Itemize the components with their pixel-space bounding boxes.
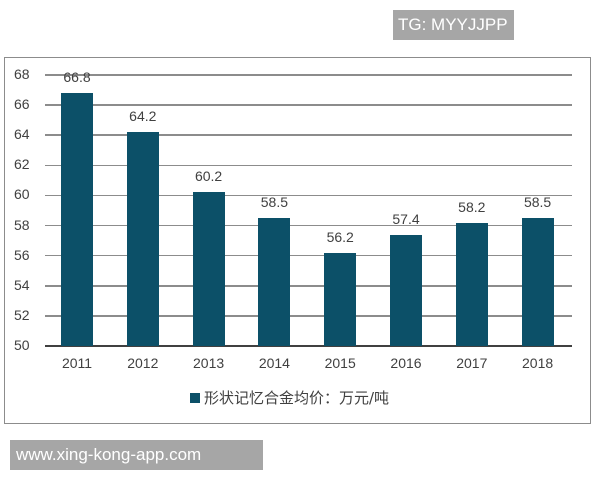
gridline bbox=[45, 224, 572, 227]
y-tick-label: 58 bbox=[14, 216, 30, 233]
value-label: 56.2 bbox=[326, 228, 354, 245]
gridline bbox=[45, 254, 572, 257]
gridline bbox=[45, 104, 572, 106]
x-tick-label: 2011 bbox=[61, 355, 93, 371]
bar-2015 bbox=[324, 252, 357, 346]
value-label: 57.4 bbox=[392, 210, 420, 227]
x-tick-label: 2015 bbox=[324, 355, 356, 371]
y-tick-label: 52 bbox=[14, 306, 30, 323]
x-tick-label: 2017 bbox=[456, 355, 488, 371]
value-label: 60.2 bbox=[194, 168, 223, 185]
y-tick-label: 54 bbox=[14, 276, 30, 293]
legend-label: 形状记忆合金均价：万元/吨 bbox=[204, 389, 390, 407]
legend-swatch-icon bbox=[190, 392, 200, 403]
y-tick-label: 60 bbox=[14, 186, 30, 203]
bar-2013 bbox=[192, 192, 225, 346]
gridline bbox=[45, 164, 572, 167]
y-tick-label: 50 bbox=[14, 337, 30, 353]
gridline bbox=[45, 194, 572, 197]
x-tick-label: 2012 bbox=[127, 355, 159, 371]
x-tick-label: 2014 bbox=[258, 355, 290, 371]
value-label: 64.2 bbox=[129, 108, 157, 125]
value-label: 66.8 bbox=[63, 69, 91, 86]
gridline bbox=[45, 285, 572, 287]
value-label: 58.5 bbox=[260, 194, 289, 211]
bar-2016 bbox=[390, 234, 422, 346]
bar-2014 bbox=[258, 218, 291, 346]
y-tick-label: 66 bbox=[14, 96, 30, 113]
bar-2011 bbox=[61, 93, 93, 346]
x-tick-label: 2013 bbox=[193, 355, 225, 371]
bar-2012 bbox=[126, 132, 159, 346]
chart-legend: 形状记忆合金均价：万元/吨 bbox=[190, 387, 389, 408]
x-tick-label: 2018 bbox=[522, 355, 554, 371]
value-label: 58.5 bbox=[523, 194, 552, 211]
y-tick-label: 62 bbox=[14, 156, 30, 173]
bar-2018 bbox=[521, 218, 554, 346]
y-tick-label: 68 bbox=[14, 66, 30, 82]
x-tick-label: 2016 bbox=[390, 355, 422, 371]
value-label: 58.2 bbox=[458, 198, 486, 215]
x-axis-line bbox=[45, 345, 572, 347]
gridline bbox=[45, 315, 572, 317]
chart-frame bbox=[4, 57, 591, 424]
y-tick-label: 64 bbox=[14, 126, 30, 143]
bar-2017 bbox=[455, 222, 488, 346]
watermark-top-badge: TG: MYYJJPP bbox=[393, 10, 514, 40]
watermark-bottom-badge: www.xing-kong-app.com bbox=[10, 440, 263, 470]
y-tick-label: 56 bbox=[14, 246, 30, 263]
gridline bbox=[45, 134, 572, 136]
gridline bbox=[45, 74, 572, 76]
